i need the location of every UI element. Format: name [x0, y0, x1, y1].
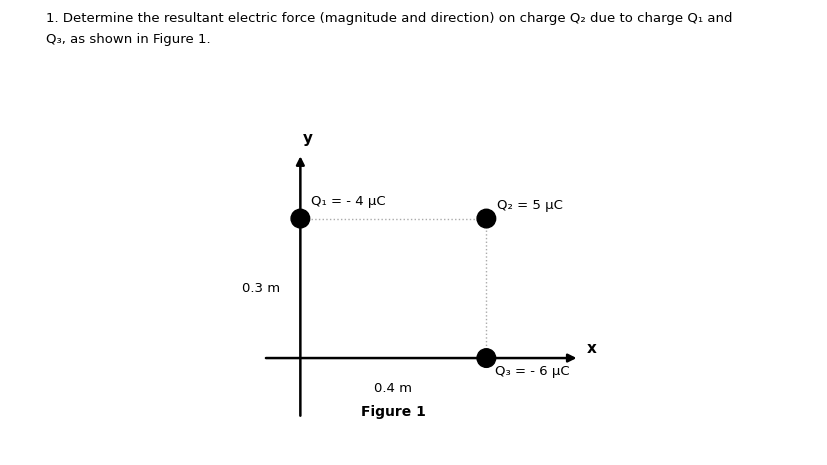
- Text: 1. Determine the resultant electric force (magnitude and direction) on charge Q₂: 1. Determine the resultant electric forc…: [45, 12, 731, 25]
- Text: Q₃ = - 6 μC: Q₃ = - 6 μC: [495, 365, 569, 378]
- Text: x: x: [586, 341, 595, 356]
- Text: Q₂ = 5 μC: Q₂ = 5 μC: [496, 199, 562, 212]
- Text: Q₃, as shown in Figure 1.: Q₃, as shown in Figure 1.: [45, 33, 210, 46]
- Circle shape: [476, 209, 495, 228]
- Text: 0.3 m: 0.3 m: [241, 282, 280, 295]
- Text: y: y: [303, 132, 313, 146]
- Text: 0.4 m: 0.4 m: [374, 382, 412, 395]
- Text: Figure 1: Figure 1: [361, 405, 425, 418]
- Circle shape: [476, 349, 495, 367]
- Circle shape: [291, 209, 309, 228]
- Text: Q₁ = - 4 μC: Q₁ = - 4 μC: [310, 195, 385, 208]
